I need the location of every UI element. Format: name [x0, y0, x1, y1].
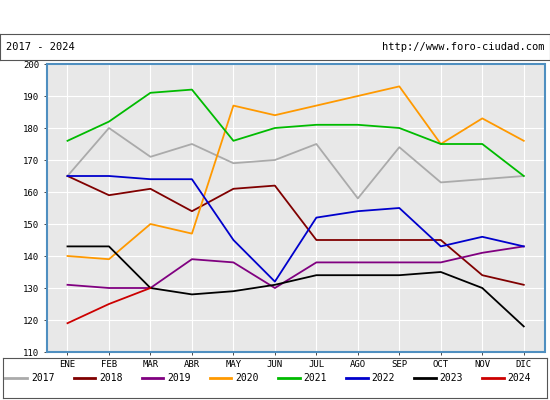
Text: 2018: 2018 — [99, 373, 123, 383]
Text: 2017 - 2024: 2017 - 2024 — [6, 42, 74, 52]
Text: 2022: 2022 — [371, 373, 395, 383]
Text: 2017: 2017 — [31, 373, 54, 383]
Text: 2019: 2019 — [167, 373, 191, 383]
Text: Evolucion del paro registrado en Valdeolmos-Alalpardo: Evolucion del paro registrado en Valdeol… — [76, 10, 474, 24]
Text: http://www.foro-ciudad.com: http://www.foro-ciudad.com — [382, 42, 544, 52]
Text: 2021: 2021 — [303, 373, 327, 383]
Text: 2024: 2024 — [508, 373, 531, 383]
Text: 2020: 2020 — [235, 373, 258, 383]
Text: 2023: 2023 — [439, 373, 463, 383]
